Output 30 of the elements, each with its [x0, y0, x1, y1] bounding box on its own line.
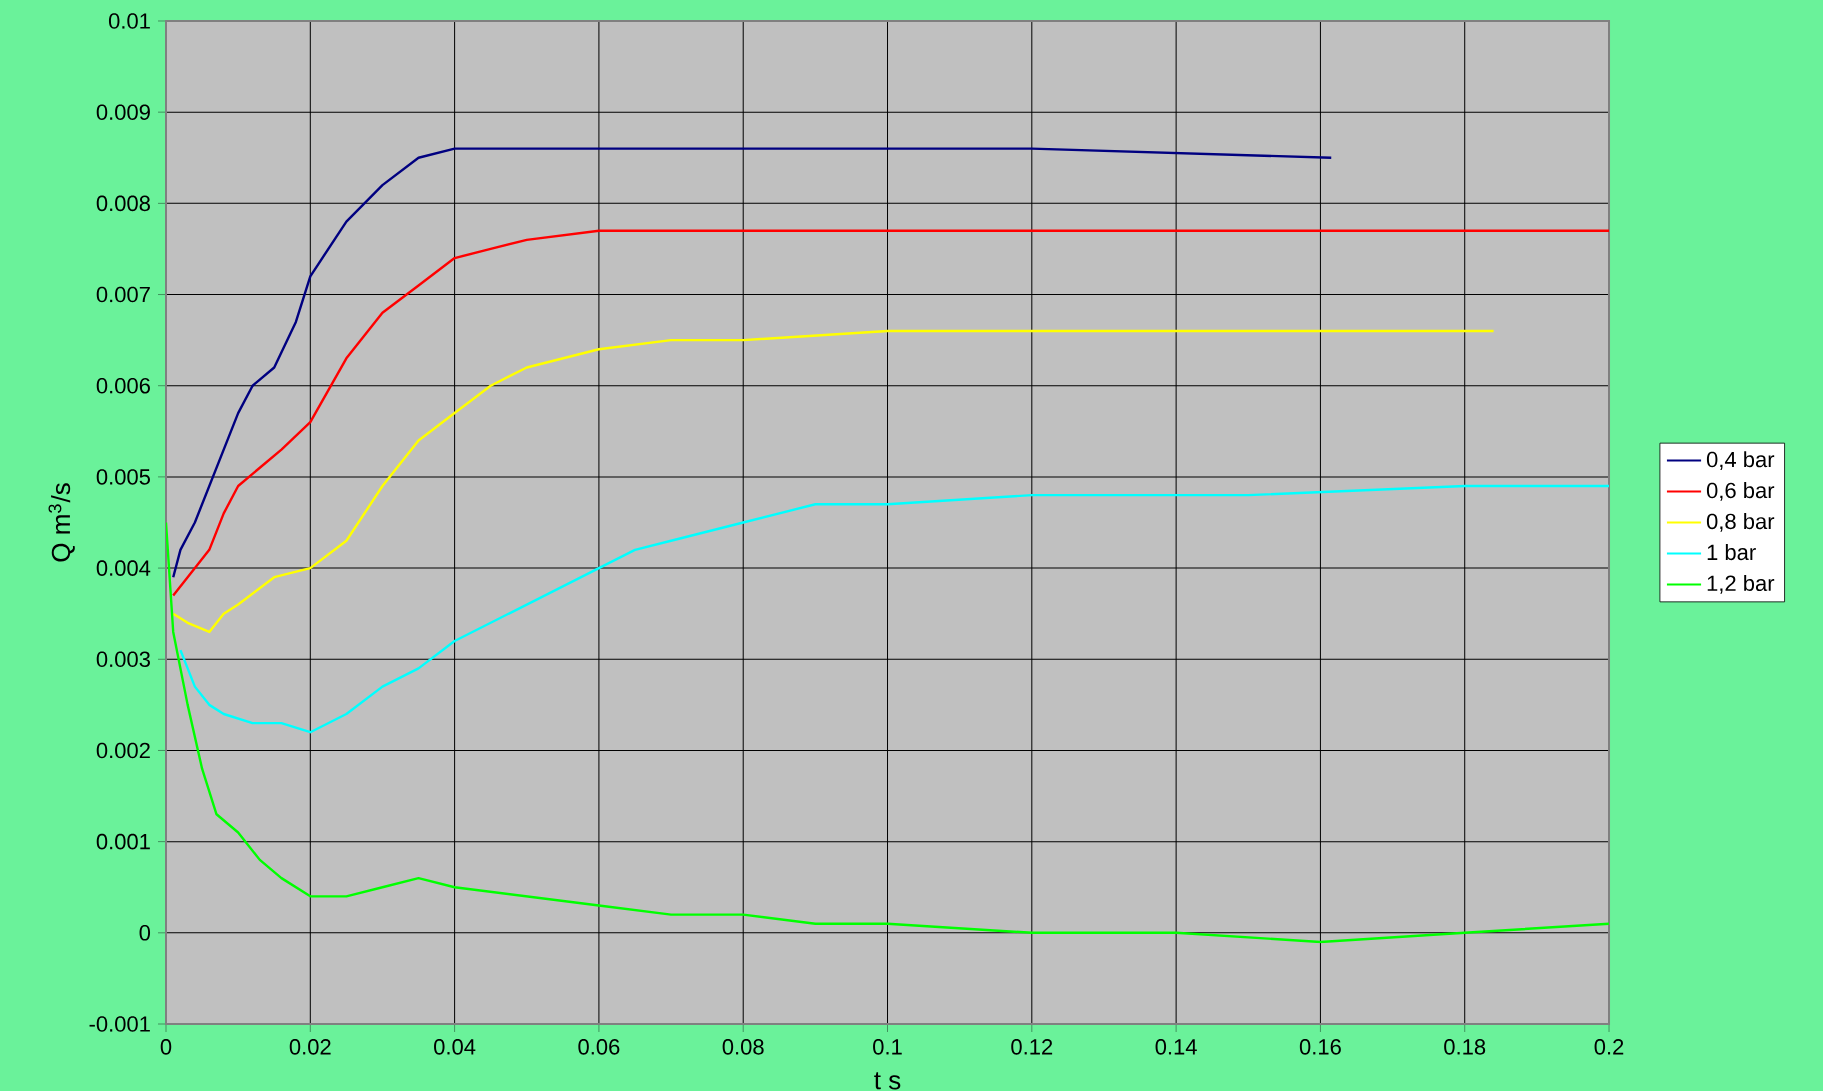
x-tick-label: 0.04 — [434, 1039, 476, 1055]
y-tick-label: 0.004 — [96, 560, 151, 576]
y-tick-label: 0.008 — [96, 195, 150, 212]
x-tick-label: 0 — [160, 1039, 172, 1055]
legend-label: 1 bar — [1707, 543, 1756, 561]
y-tick-label: -0.001 — [89, 1016, 150, 1032]
x-axis-title: t s — [874, 1072, 901, 1090]
y-tick-label: 0.003 — [96, 651, 150, 668]
legend-label: 1,2 bar — [1707, 574, 1775, 594]
y-axis-title: Q m$^{3}$/s — [48, 483, 75, 562]
x-tick-label: 0.14 — [1155, 1039, 1197, 1055]
y-tick-label: 0.009 — [96, 104, 150, 120]
y-tick-label: 0.007 — [96, 286, 150, 303]
x-tick-label: 0.12 — [1011, 1039, 1053, 1055]
x-tick-label: 0.08 — [722, 1039, 764, 1055]
y-tick-label: 0.01 — [108, 13, 150, 29]
y-tick-label: 0.001 — [96, 833, 150, 850]
y-tick-label: 0.002 — [96, 742, 150, 759]
y-tick-label: 0.006 — [96, 377, 150, 394]
legend-label: 0,8 bar — [1706, 513, 1775, 532]
x-tick-label: 0.18 — [1444, 1039, 1486, 1055]
x-tick-label: 0.06 — [578, 1039, 620, 1055]
x-tick-label: 0.02 — [289, 1039, 331, 1055]
legend-label: 0,4 bar — [1706, 451, 1775, 470]
x-tick-label: 0.2 — [1594, 1039, 1624, 1055]
x-tick-label: 0.1 — [873, 1039, 902, 1055]
y-tick-label: 0.005 — [96, 469, 150, 485]
y-tick-label: 0 — [139, 925, 151, 941]
x-tick-label: 0.16 — [1299, 1039, 1341, 1055]
legend-label: 0,6 bar — [1706, 482, 1775, 501]
